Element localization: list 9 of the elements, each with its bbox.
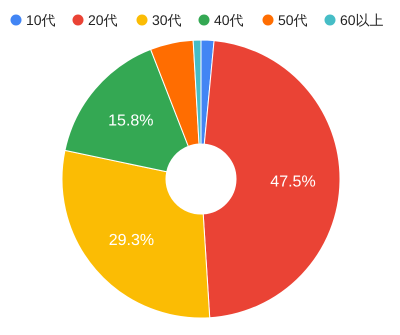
data-label: 29.3% (108, 232, 154, 250)
legend-label: 40代 (214, 12, 244, 28)
legend-label: 10代 (26, 12, 56, 28)
data-label: 47.5% (270, 173, 316, 190)
legend-label: 20代 (88, 12, 118, 28)
legend-label: 50代 (278, 12, 308, 28)
legend-label: 60以上 (340, 12, 384, 28)
legend-label: 30代 (152, 12, 182, 28)
data-label: 15.8% (108, 112, 154, 130)
